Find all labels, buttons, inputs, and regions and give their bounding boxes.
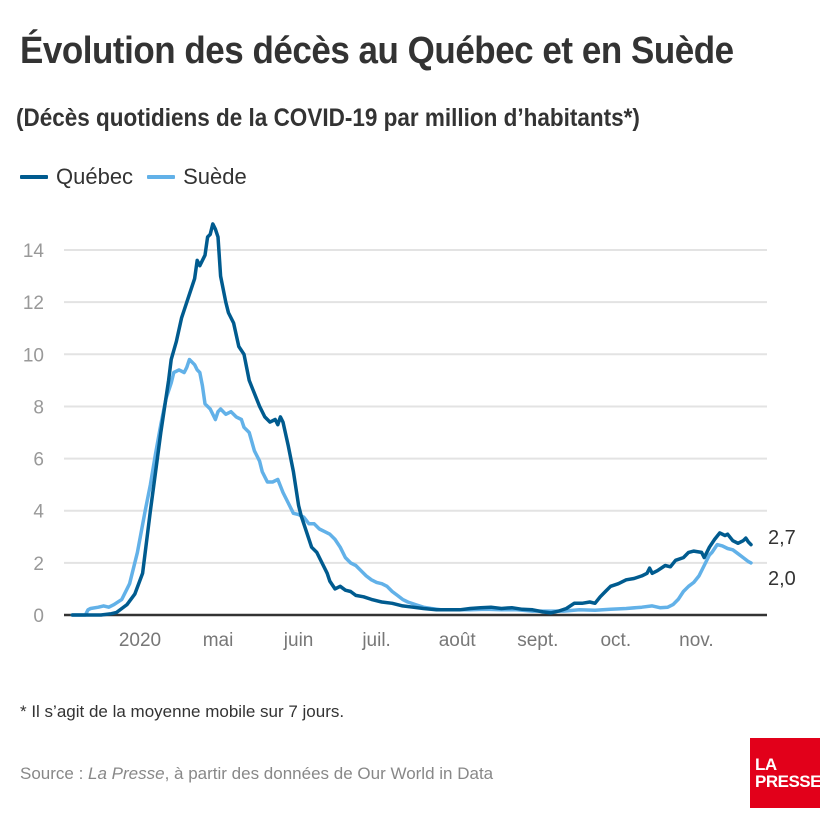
y-tick-label: 12 xyxy=(23,293,44,314)
end-label-suede: 2,0 xyxy=(768,568,796,590)
y-tick-label: 10 xyxy=(23,345,44,366)
chart-title: Évolution des décès au Québec et en Suèd… xyxy=(20,30,734,72)
y-axis-ticks: 0 2 4 6 8 10 12 14 xyxy=(23,241,45,627)
y-tick-label: 14 xyxy=(23,241,45,262)
legend-swatch-suede xyxy=(147,175,176,179)
series-line-quebec xyxy=(70,222,753,617)
legend-item-quebec: Québec xyxy=(20,164,133,190)
x-tick-label: nov. xyxy=(679,630,714,651)
end-labels: 2,7 2,0 xyxy=(768,527,796,590)
source-publication: La Presse xyxy=(88,764,165,783)
x-axis-ticks: 2020 mai juin juil. août sept. oct. nov. xyxy=(119,630,714,651)
x-tick-label: sept. xyxy=(517,630,558,651)
y-tick-label: 0 xyxy=(33,606,44,627)
x-tick-label: juin xyxy=(283,630,314,651)
x-tick-label: 2020 xyxy=(119,630,161,651)
y-tick-label: 2 xyxy=(33,554,44,575)
legend-item-suede: Suède xyxy=(147,164,247,190)
y-tick-label: 4 xyxy=(33,502,44,523)
y-tick-label: 8 xyxy=(33,397,44,418)
logo-line-1: LA xyxy=(755,755,777,774)
logo-line-2: PRESSE xyxy=(755,772,821,791)
x-tick-label: août xyxy=(439,630,477,651)
end-label-quebec: 2,7 xyxy=(768,527,796,549)
legend-swatch-quebec xyxy=(20,175,48,179)
footnote: * Il s’agit de la moyenne mobile sur 7 j… xyxy=(20,702,345,721)
legend: Québec Suède xyxy=(20,164,261,190)
y-tick-label: 6 xyxy=(33,450,44,471)
source-suffix: , à partir des données de Our World in D… xyxy=(164,764,494,783)
source-prefix: Source : xyxy=(20,764,89,783)
chart-subtitle: (Décès quotidiens de la COVID-19 par mil… xyxy=(16,104,640,132)
legend-label-quebec: Québec xyxy=(56,164,134,189)
x-tick-label: oct. xyxy=(600,630,631,651)
la-presse-logo: LA PRESSE xyxy=(750,738,821,808)
legend-label-suede: Suède xyxy=(183,164,247,189)
x-tick-label: juil. xyxy=(361,630,391,651)
source-credit: Source : La Presse, à partir des données… xyxy=(20,764,493,784)
gridlines xyxy=(64,249,767,617)
series-line-suede xyxy=(70,357,753,617)
x-tick-label: mai xyxy=(203,630,234,651)
series-lines xyxy=(70,222,753,617)
